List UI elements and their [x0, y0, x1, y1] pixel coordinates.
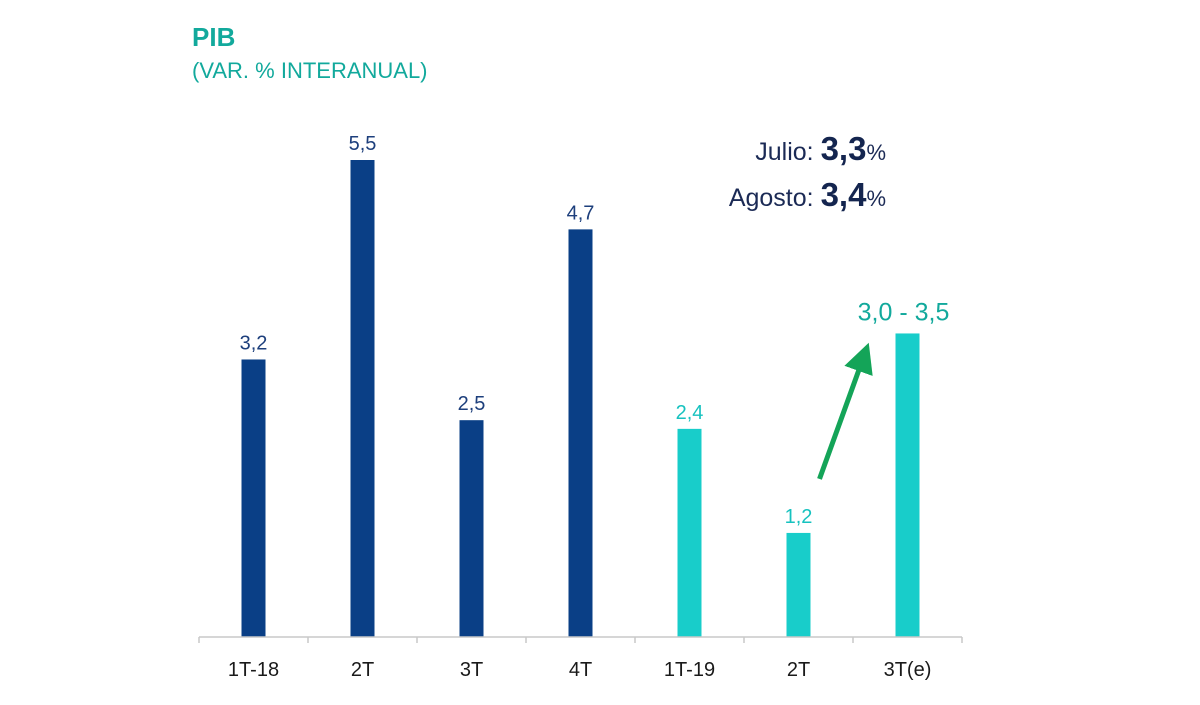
x-tick-label: 3T	[460, 659, 483, 681]
chart-title: PIB	[192, 22, 236, 52]
monthly-note-july: Julio: 3,3%	[755, 130, 886, 168]
bar-value-label: 3,2	[240, 332, 268, 354]
bar-value-label: 3,0 - 3,5	[858, 298, 950, 326]
x-tick-label: 2T	[787, 659, 810, 681]
note-label: Julio:	[755, 138, 814, 166]
bar-value-label: 2,5	[458, 393, 486, 415]
note-unit: %	[866, 186, 886, 211]
bar-4t	[568, 229, 593, 637]
bar-3t-e-	[895, 333, 920, 637]
monthly-note-august: Agosto: 3,4%	[729, 176, 886, 214]
note-value: 3,4	[820, 176, 867, 213]
note-value: 3,3	[820, 130, 867, 167]
note-label: Agosto:	[728, 184, 814, 212]
x-tick-label: 4T	[569, 659, 592, 681]
note-unit: %	[866, 140, 886, 165]
trend-arrow	[817, 342, 873, 480]
bar-1t-18	[241, 359, 266, 637]
bar-2t	[786, 532, 811, 637]
bar-value-label: 4,7	[567, 202, 595, 224]
bar-value-label: 2,4	[676, 402, 704, 424]
bar-1t-19	[677, 428, 702, 637]
bar-3t	[459, 420, 484, 637]
x-tick-label: 1T-19	[664, 659, 715, 681]
x-tick-label: 3T(e)	[884, 659, 932, 681]
chart-subtitle: (VAR. % INTERANUAL)	[192, 58, 428, 83]
x-tick-label: 1T-18	[228, 659, 279, 681]
bar-value-label: 5,5	[349, 133, 377, 155]
x-tick-label: 2T	[351, 659, 374, 681]
bar-value-label: 1,2	[785, 506, 813, 528]
bar-2t	[350, 160, 375, 637]
